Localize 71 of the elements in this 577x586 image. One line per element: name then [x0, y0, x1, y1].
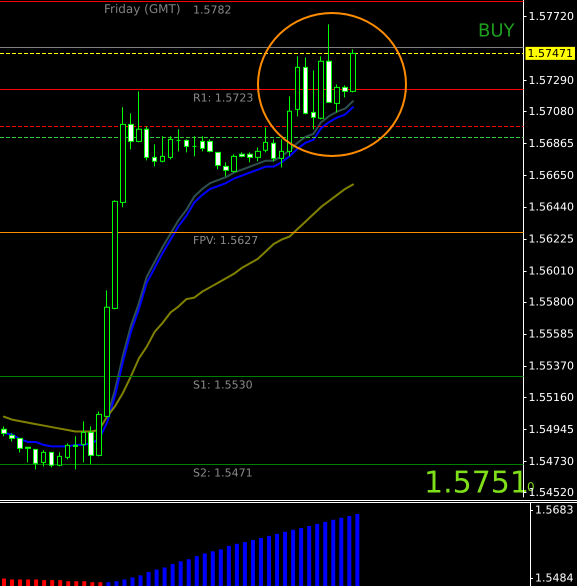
candlestick	[168, 136, 173, 160]
candlestick	[255, 146, 261, 162]
ref-line-label: FPV: 1.5627	[193, 234, 258, 248]
candlestick	[41, 450, 46, 467]
candlestick	[120, 106, 126, 208]
y-tick-label: 1.54730	[528, 454, 574, 468]
candlestick	[136, 90, 142, 143]
candlestick	[1, 426, 7, 437]
candlestick	[112, 200, 118, 310]
candlestick	[57, 452, 62, 467]
candlestick	[350, 48, 356, 93]
candlestick	[9, 432, 15, 442]
y-tick-label: 1.5484	[535, 572, 574, 585]
candlestick	[128, 112, 134, 150]
candlestick	[17, 438, 23, 453]
candlestick	[247, 152, 253, 163]
candlestick	[152, 144, 157, 167]
candlestick	[176, 128, 181, 152]
candlestick	[25, 446, 31, 463]
candlestick	[342, 84, 348, 98]
y-tick-label: 1.56225	[528, 232, 574, 246]
candlestick	[303, 56, 308, 115]
candlestick	[239, 152, 245, 158]
y-tick-label: 1.55585	[528, 328, 574, 341]
y-tick-label: 1.56865	[528, 137, 574, 150]
y-tick-label: 1.55800	[528, 296, 574, 309]
ref-line-label: S1: 1.5530	[193, 378, 253, 392]
y-tick-label: 1.55370	[528, 360, 574, 373]
candlestick	[215, 152, 221, 170]
candlestick	[192, 136, 197, 157]
candlestick	[200, 136, 205, 152]
y-tick-label: 1.57080	[528, 105, 574, 118]
candlestick	[81, 420, 86, 463]
ref-line-label: R1: 1.5723	[193, 91, 254, 104]
candlestick	[33, 448, 38, 470]
ref-line-label: S2: 1.5471	[193, 466, 253, 480]
candlestick	[88, 426, 94, 465]
candlestick	[279, 138, 284, 168]
candlestick	[271, 138, 276, 162]
candlestick	[184, 138, 189, 153]
candlestick	[49, 452, 54, 468]
y-tick-label: 1.54945	[528, 422, 574, 436]
candlestick	[160, 136, 165, 163]
y-tick-label: 1.55160	[528, 390, 574, 404]
y-tick-label: 1.56650	[528, 169, 574, 182]
y-tick-label: 1.56010	[528, 264, 574, 278]
candlestick	[223, 162, 229, 177]
y-tick-label: 1.57720	[528, 10, 574, 23]
candlestick	[73, 436, 78, 470]
annotation: BUY	[478, 20, 516, 42]
line-series	[2, 184, 354, 433]
candlestick	[295, 56, 300, 117]
ref-line-label: 1.5782	[193, 3, 232, 16]
candlestick	[144, 126, 149, 161]
y-tick-label: 1.56440	[528, 200, 574, 214]
candlestick	[318, 56, 324, 120]
candlestick	[207, 138, 213, 153]
candlestick	[334, 84, 340, 113]
y-tick-label: 1.5683	[535, 503, 574, 516]
ref-line-label: 1.57471	[528, 46, 574, 60]
candlestick	[326, 24, 332, 103]
candlestick	[311, 70, 316, 130]
candlestick	[231, 154, 237, 173]
candlestick	[263, 126, 268, 153]
y-tick-label: 1.57290	[528, 74, 574, 87]
candlestick	[287, 96, 292, 157]
candlestick	[96, 410, 102, 457]
annotation: Friday (GMT)	[104, 2, 181, 16]
candlestick	[104, 290, 110, 417]
line-series	[2, 106, 354, 448]
candlestick	[65, 442, 70, 460]
